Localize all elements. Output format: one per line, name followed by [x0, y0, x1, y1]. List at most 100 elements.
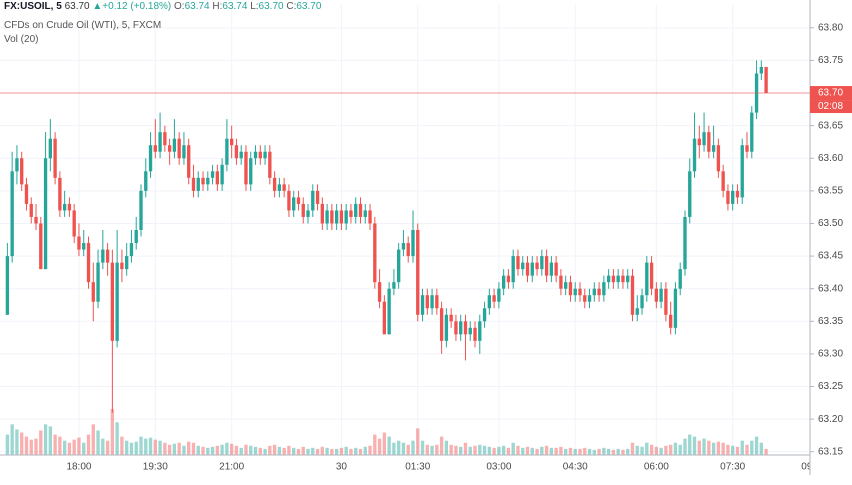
volume-bar [34, 438, 38, 455]
volume-bar [339, 447, 344, 455]
ohlc-key: O: [174, 1, 185, 12]
volume-bar [129, 442, 134, 455]
candle-body [726, 190, 730, 204]
volume-bar [292, 447, 296, 455]
volume-bar [454, 445, 458, 455]
candle-body [420, 295, 425, 315]
x-tick-label: 21:00 [219, 462, 244, 473]
candle-body [473, 327, 477, 341]
y-tick-label: 63.55 [818, 186, 843, 197]
candle-body [444, 314, 449, 341]
candle-body [564, 282, 568, 289]
ohlc-value: 63.70 [258, 1, 284, 12]
volume-bar [187, 441, 191, 455]
candle-body [683, 216, 687, 270]
candle-body [397, 249, 401, 283]
volume-bar [406, 444, 410, 455]
ohlc-value: 63.74 [184, 1, 210, 12]
candle-body [201, 177, 205, 185]
volume-bar [167, 444, 172, 455]
volume-bar [239, 447, 243, 455]
candle-body [707, 132, 711, 152]
volume-bar [210, 446, 215, 455]
candle-body [606, 275, 611, 283]
candle-body [406, 243, 410, 257]
volume-bar [58, 436, 62, 455]
candle-body [144, 171, 148, 191]
volume-bar [253, 446, 258, 455]
volume-bar [220, 444, 224, 455]
candle-body [692, 138, 697, 172]
candle-body [697, 138, 701, 146]
candle-body [487, 295, 492, 309]
candle-body [277, 184, 282, 191]
volume-bar [544, 445, 549, 455]
candle-body [501, 275, 506, 289]
volume-bar [578, 448, 582, 455]
volume-bar [497, 446, 501, 455]
candle-body [210, 171, 215, 178]
volume-bar [511, 442, 515, 455]
legend-header: FX:USOIL, 5 63.70 ▲+0.12 (+0.18%) O:63.7… [4, 0, 321, 47]
candle-body [516, 256, 520, 270]
candle-body [239, 151, 243, 159]
candle-body [711, 145, 716, 152]
candle-body [39, 223, 43, 270]
volume-bar [492, 447, 496, 455]
volume-bar [358, 448, 363, 455]
candle-body [559, 275, 563, 289]
volume-bar [201, 446, 205, 455]
candle-body [334, 210, 339, 224]
candle-body [449, 314, 453, 322]
volume-bar [425, 444, 429, 455]
volume-bar [754, 436, 759, 455]
candle-body [34, 216, 38, 224]
candle-body [339, 210, 344, 224]
volume-bar [296, 448, 301, 455]
countdown-box [810, 100, 852, 114]
volume-bar [277, 446, 282, 455]
candle-body [673, 288, 678, 328]
candle-body [678, 269, 682, 289]
volume-bar [444, 440, 449, 455]
candle-body [163, 132, 167, 146]
last-price-box [810, 86, 852, 101]
volume-bar [716, 441, 721, 455]
volume-bar [664, 445, 668, 455]
candle-body [702, 132, 706, 146]
candle-body [311, 190, 315, 211]
candle-body [15, 158, 19, 172]
candle-body [587, 295, 592, 302]
volume-bar [15, 429, 19, 455]
y-tick-label: 63.20 [818, 414, 843, 425]
candle-body [187, 145, 191, 178]
y-tick-label: 63.65 [818, 120, 843, 131]
volume-bar [673, 442, 678, 455]
volume-bar [711, 442, 716, 455]
y-tick-label: 63.15 [818, 446, 843, 457]
candle-body [191, 177, 196, 191]
y-tick-label: 63.25 [818, 381, 843, 392]
candle-body [315, 190, 320, 204]
volume-bar [120, 436, 124, 455]
volume-bar [549, 447, 554, 455]
volume-bar [134, 441, 138, 455]
candle-body [583, 295, 587, 302]
candle-body [616, 275, 620, 283]
candle-body [91, 282, 95, 302]
volume-bar [363, 446, 367, 455]
volume-bar [29, 439, 33, 455]
volume-bar [39, 430, 43, 455]
volume-bar [721, 442, 725, 455]
candle-body [125, 256, 129, 270]
volume-bar [468, 446, 472, 455]
candle-body [525, 262, 530, 276]
candle-body [635, 308, 639, 315]
candle-body [688, 171, 692, 217]
volume-bar [115, 422, 119, 455]
candle-body [86, 243, 91, 283]
candle-body [172, 138, 177, 152]
volume-bar [272, 444, 277, 455]
volume-bar [110, 409, 115, 455]
